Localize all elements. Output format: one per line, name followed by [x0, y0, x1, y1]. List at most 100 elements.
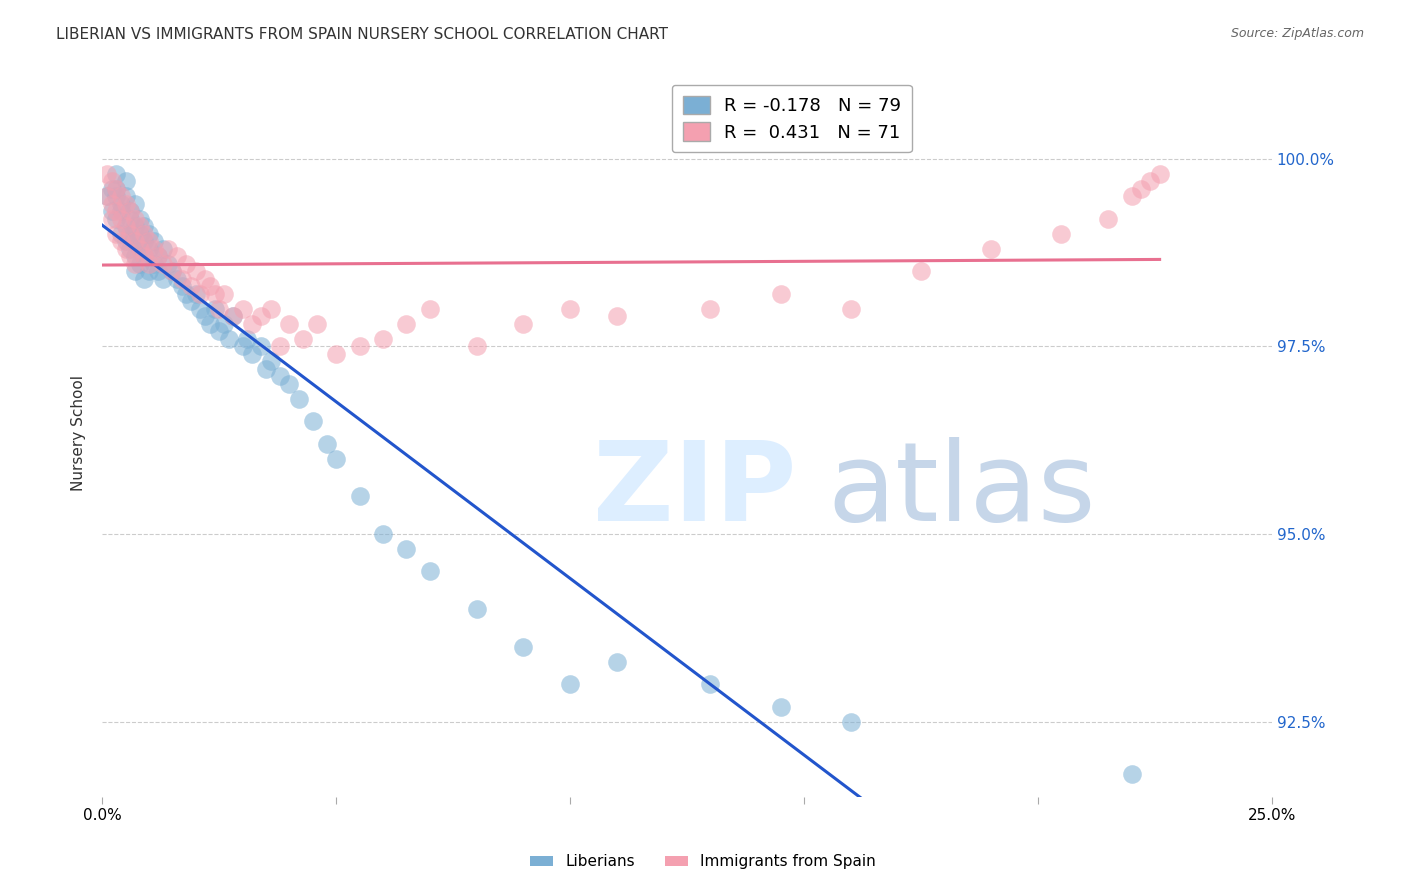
Point [114, 189, 136, 203]
Point [208, 301, 231, 316]
Point [349, 490, 371, 504]
Point [120, 242, 142, 256]
Point [156, 257, 179, 271]
Point [1139, 174, 1161, 188]
Point [325, 451, 347, 466]
Point [250, 339, 273, 353]
Point [124, 219, 146, 234]
Point [190, 286, 212, 301]
Point [465, 602, 488, 616]
Point [218, 332, 240, 346]
Point [240, 347, 263, 361]
Point [124, 234, 146, 248]
Point [222, 310, 245, 324]
Point [128, 227, 150, 241]
Point [152, 242, 174, 256]
Point [198, 317, 221, 331]
Point [212, 286, 235, 301]
Point [839, 714, 862, 729]
Point [128, 211, 150, 226]
Point [180, 294, 202, 309]
Point [156, 242, 179, 256]
Point [287, 392, 309, 406]
Point [176, 286, 198, 301]
Point [124, 196, 146, 211]
Point [138, 257, 160, 271]
Point [105, 167, 128, 181]
Point [512, 317, 534, 331]
Point [194, 271, 217, 285]
Point [105, 227, 128, 241]
Point [512, 640, 534, 654]
Point [769, 286, 792, 301]
Point [371, 527, 394, 541]
Point [114, 219, 136, 234]
Point [114, 242, 136, 256]
Point [292, 332, 315, 346]
Text: atlas: atlas [827, 437, 1095, 544]
Point [1121, 767, 1143, 781]
Point [114, 219, 136, 234]
Point [96, 189, 118, 203]
Point [124, 211, 146, 226]
Point [176, 257, 198, 271]
Point [395, 541, 418, 556]
Point [114, 196, 136, 211]
Point [699, 301, 721, 316]
Point [100, 196, 122, 211]
Point [138, 234, 160, 248]
Point [128, 219, 150, 234]
Point [110, 227, 132, 241]
Point [839, 301, 862, 316]
Point [96, 167, 118, 181]
Point [110, 189, 132, 203]
Point [134, 249, 156, 263]
Point [134, 271, 156, 285]
Point [222, 310, 245, 324]
Text: LIBERIAN VS IMMIGRANTS FROM SPAIN NURSERY SCHOOL CORRELATION CHART: LIBERIAN VS IMMIGRANTS FROM SPAIN NURSER… [56, 27, 668, 42]
Point [120, 211, 142, 226]
Point [395, 317, 418, 331]
Point [124, 234, 146, 248]
Point [1050, 227, 1073, 241]
Point [120, 227, 142, 241]
Point [110, 211, 132, 226]
Point [1121, 189, 1143, 203]
Point [142, 257, 165, 271]
Point [128, 242, 150, 256]
Point [138, 242, 160, 256]
Point [232, 339, 254, 353]
Point [148, 249, 170, 263]
Point [148, 264, 170, 278]
Point [190, 301, 212, 316]
Point [166, 271, 188, 285]
Point [120, 204, 142, 219]
Point [124, 257, 146, 271]
Point [96, 189, 118, 203]
Point [254, 361, 277, 376]
Point [208, 324, 231, 338]
Point [301, 414, 323, 428]
Point [980, 242, 1002, 256]
Point [100, 181, 122, 195]
Point [152, 271, 174, 285]
Point [120, 227, 142, 241]
Point [142, 234, 165, 248]
Point [138, 227, 160, 241]
Point [124, 249, 146, 263]
Text: Source: ZipAtlas.com: Source: ZipAtlas.com [1230, 27, 1364, 40]
Point [180, 279, 202, 293]
Point [269, 369, 291, 384]
Point [110, 204, 132, 219]
Point [110, 234, 132, 248]
Point [134, 234, 156, 248]
Point [105, 181, 128, 195]
Point [170, 279, 193, 293]
Point [100, 174, 122, 188]
Point [184, 286, 207, 301]
Point [124, 264, 146, 278]
Point [371, 332, 394, 346]
Point [194, 310, 217, 324]
Y-axis label: Nursery School: Nursery School [72, 375, 86, 491]
Point [606, 310, 628, 324]
